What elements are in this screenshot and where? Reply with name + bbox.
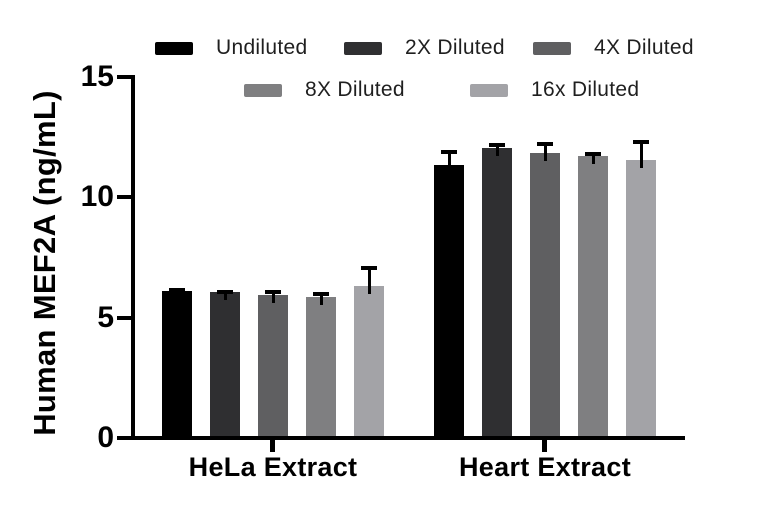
x-tick-mark-heart-extract [542,440,547,452]
y-axis-line [131,75,135,440]
bar-heart-extract-16x-diluted [626,160,656,440]
bar-heart-extract-undiluted [434,164,464,440]
y-tick-label-0: 0 [97,421,114,454]
error-bar-cap-heart-extract-undiluted [441,150,457,155]
error-bar-cap-heart-extract-16x-diluted [633,139,649,144]
legend-label-8x-diluted: 8X Diluted [305,78,405,101]
error-bar-cap-heart-extract-2x-diluted [489,143,505,148]
bar-hela-extract-2x-diluted [210,292,240,440]
legend-label-undiluted: Undiluted [216,36,308,59]
legend-label-2x-diluted: 2X Diluted [405,36,505,59]
legend-item-4x-diluted: 4X Diluted [533,36,694,60]
bar-hela-extract-undiluted [162,291,192,440]
error-bar-line-hela-extract-16x-diluted [367,267,371,295]
legend-swatch-2x-diluted [344,41,382,55]
y-tick-mark-0 [117,436,131,440]
legend-item-2x-diluted: 2X Diluted [344,36,505,60]
bar-heart-extract-2x-diluted [482,147,512,440]
error-bar-line-heart-extract-2x-diluted [495,145,499,156]
legend-item-undiluted: Undiluted [155,36,307,60]
bar-hela-extract-16x-diluted [354,286,384,440]
error-bar-line-hela-extract-4x-diluted [271,291,275,303]
legend-swatch-16x-diluted [470,83,508,97]
y-tick-label-15: 15 [80,60,114,93]
error-bar-cap-heart-extract-8x-diluted [585,151,601,156]
error-bar-cap-hela-extract-undiluted [169,287,185,292]
error-bar-cap-hela-extract-4x-diluted [265,289,281,294]
error-bar-line-hela-extract-undiluted [175,289,179,300]
bar-heart-extract-8x-diluted [578,156,608,440]
bar-hela-extract-4x-diluted [258,294,288,440]
y-tick-label-5: 5 [97,300,114,334]
x-tick-mark-hela-extract [270,440,275,452]
bar-heart-extract-4x-diluted [530,152,560,440]
legend-label-4x-diluted: 4X Diluted [594,36,694,59]
y-axis-title: Human MEF2A (ng/mL) [27,90,62,436]
x-category-label-hela-extract: HeLa Extract [188,452,358,482]
legend-item-16x-diluted: 16x Diluted [470,78,639,102]
error-bar-line-heart-extract-4x-diluted [543,143,547,161]
y-tick-mark-15 [117,75,131,79]
error-bar-line-hela-extract-8x-diluted [319,294,323,306]
y-tick-label-10: 10 [80,180,114,214]
error-bar-cap-hela-extract-2x-diluted [217,289,233,294]
error-bar-cap-hela-extract-16x-diluted [361,265,377,270]
error-bar-line-hela-extract-2x-diluted [223,291,227,301]
error-bar-cap-hela-extract-8x-diluted [313,292,329,297]
y-tick-mark-5 [117,315,131,320]
legend-label-16x-diluted: 16x Diluted [531,78,640,101]
legend-item-8x-diluted: 8X Diluted [244,78,405,102]
legend-swatch-4x-diluted [533,41,571,55]
x-axis-line [131,436,685,440]
legend-swatch-8x-diluted [244,83,282,97]
legend-swatch-undiluted [155,41,193,55]
x-category-label-heart-extract: Heart Extract [459,452,631,482]
y-tick-mark-10 [117,195,131,200]
error-bar-cap-heart-extract-4x-diluted [537,141,553,146]
error-bar-line-heart-extract-undiluted [447,152,451,173]
error-bar-line-heart-extract-8x-diluted [591,153,595,165]
error-bar-line-heart-extract-16x-diluted [639,141,643,169]
bar-hela-extract-8x-diluted [306,297,336,440]
